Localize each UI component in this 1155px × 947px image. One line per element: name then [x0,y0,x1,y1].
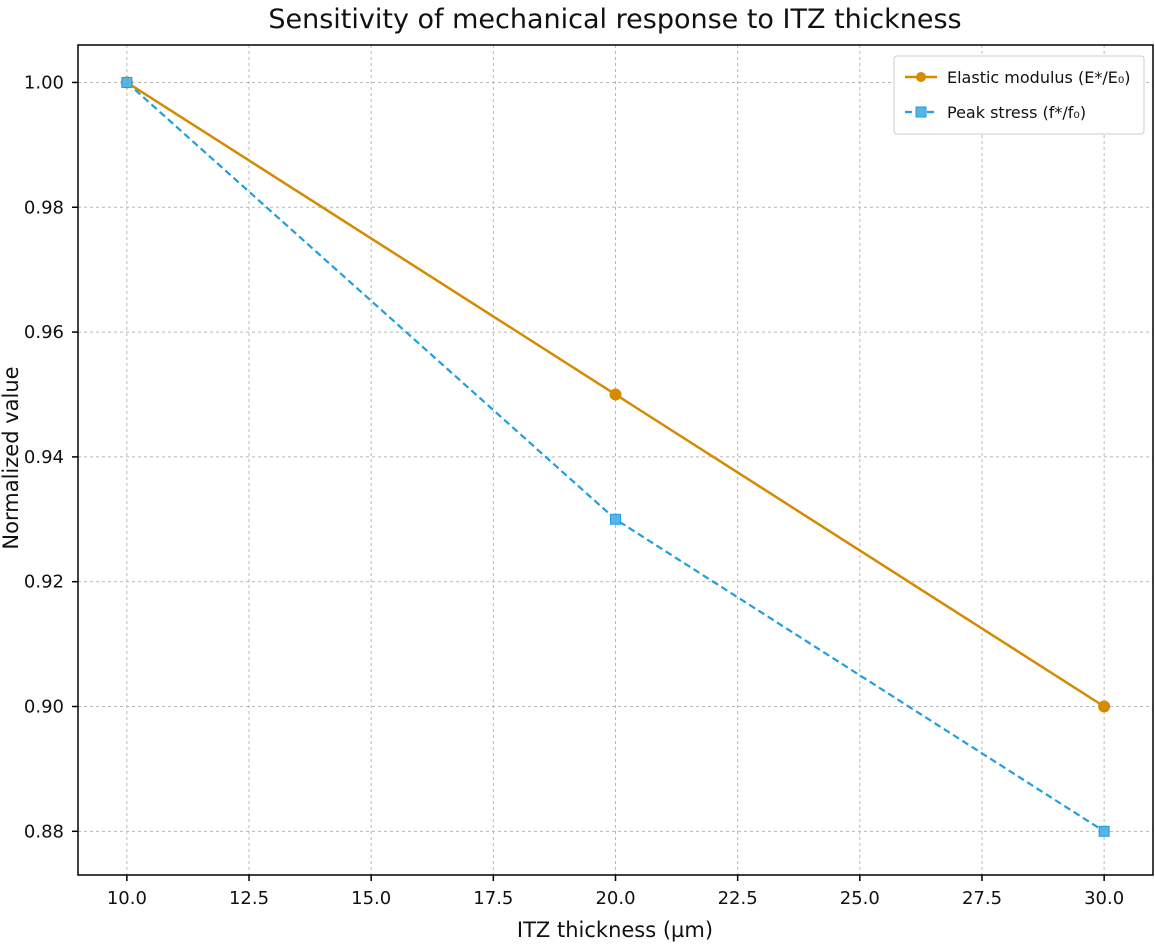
y-tick-label: 0.90 [24,697,64,718]
chart-title: Sensitivity of mechanical response to IT… [268,4,961,35]
x-tick-label: 25.0 [840,888,880,909]
data-point-marker [121,76,133,88]
data-point-marker [1098,700,1111,713]
data-point-marker [609,388,622,401]
y-tick-label: 0.92 [24,572,64,593]
x-tick-label: 12.5 [229,888,269,909]
y-tick-label: 0.88 [24,821,64,842]
legend-label: Elastic modulus (E*/E₀) [947,68,1130,87]
legend-marker [916,72,926,82]
legend-box [893,55,1145,135]
y-tick-label: 0.98 [24,197,64,218]
x-tick-label: 22.5 [718,888,758,909]
x-tick-label: 15.0 [351,888,391,909]
data-series [120,76,1111,837]
x-tick-label: 30.0 [1084,888,1124,909]
x-tick-label: 20.0 [595,888,635,909]
x-tick-label: 27.5 [962,888,1002,909]
data-point-marker [1098,825,1110,837]
x-axis-label: ITZ thickness (µm) [517,918,713,942]
x-tick-label: 10.0 [107,888,147,909]
data-point-marker [610,513,621,525]
y-tick-label: 1.00 [24,72,64,93]
axis-ticks: 10.0 12.5 15.0 17.5 20.0 22.5 25.0 27.5 30.0 0.88… [24,72,1124,909]
legend-label: Peak stress (f*/f₀) [947,103,1086,122]
y-tick-label: 0.96 [24,322,64,343]
legend: Elastic modulus (E*/E₀) Peak stress (f*/f… [893,55,1145,135]
legend-marker [915,106,927,118]
grid-lines [78,45,1153,875]
y-axis-label: Normalized value [0,366,23,549]
x-tick-label: 17.5 [473,888,513,909]
y-tick-label: 0.94 [24,447,64,468]
